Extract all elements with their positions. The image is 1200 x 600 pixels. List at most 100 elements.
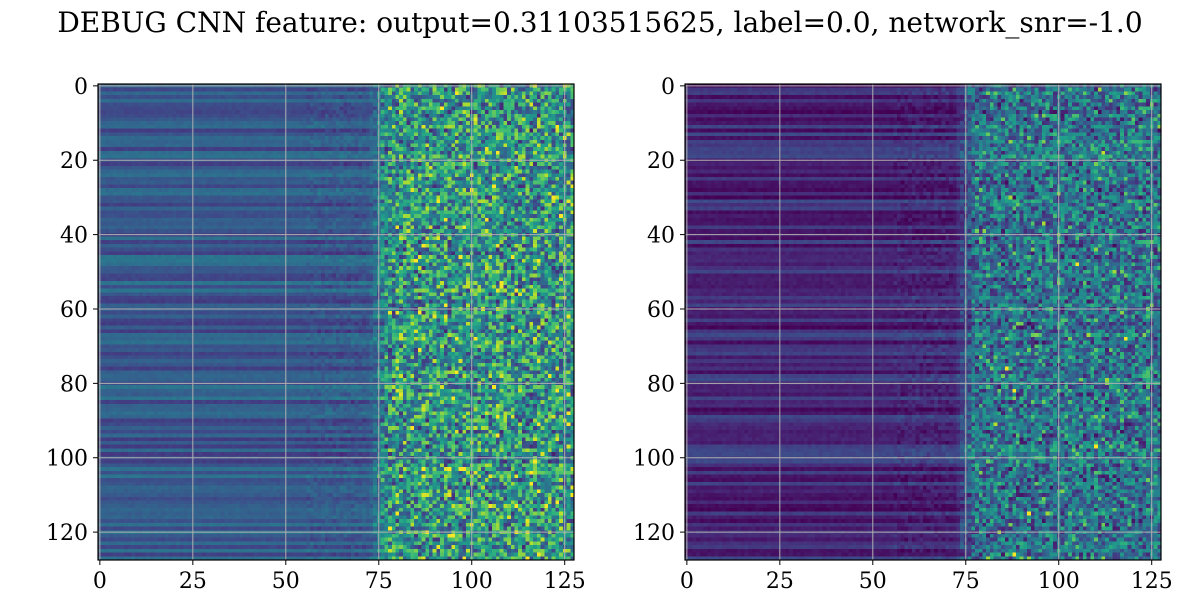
heatmap-cell [570, 110, 575, 115]
heatmap-cell [391, 221, 396, 226]
heatmap-cell [250, 169, 255, 174]
heatmap-cell [406, 195, 411, 200]
heatmap-cell [458, 150, 463, 156]
heatmap-cell [235, 91, 240, 96]
heatmap-cell [150, 95, 155, 100]
heatmap-cell [488, 106, 493, 111]
heatmap-cell [481, 91, 486, 96]
heatmap-cell [406, 180, 411, 185]
heatmap-cell [272, 106, 277, 111]
heatmap-cell [306, 110, 311, 115]
heatmap-cell [164, 180, 170, 185]
heatmap-cell [317, 191, 322, 196]
heatmap-cell [298, 188, 303, 193]
heatmap-cell [298, 147, 303, 152]
heatmap-cell [239, 106, 244, 111]
heatmap-cell [551, 169, 556, 174]
heatmap-cell [112, 113, 117, 118]
heatmap-cell [112, 162, 117, 167]
heatmap-cell [466, 95, 471, 100]
heatmap-cell [336, 147, 341, 152]
heatmap-cell [462, 128, 467, 133]
heatmap-cell [451, 87, 456, 92]
heatmap-cell [462, 199, 467, 204]
heatmap-cell [462, 221, 467, 226]
heatmap-cell [499, 143, 504, 148]
heatmap-cell [124, 191, 129, 196]
heatmap-cell [231, 206, 236, 211]
heatmap-cell [492, 121, 497, 126]
heatmap-cell [105, 180, 110, 185]
heatmap-cell [179, 210, 184, 215]
heatmap-cell [164, 217, 170, 222]
heatmap-cell [176, 184, 181, 189]
heatmap-cell [280, 206, 285, 211]
heatmap-cell [291, 143, 296, 148]
heatmap-cell [336, 136, 341, 141]
heatmap-cell [220, 154, 225, 159]
heatmap-cell [298, 113, 303, 118]
heatmap-cell [521, 217, 527, 222]
heatmap-cell [477, 136, 482, 141]
heatmap-cell [116, 150, 121, 156]
heatmap-cell [492, 87, 497, 92]
heatmap-cell [544, 124, 549, 129]
heatmap-cell [194, 136, 199, 141]
heatmap-cell [142, 195, 147, 200]
heatmap-cell [239, 184, 244, 189]
heatmap-cell [302, 173, 307, 178]
heatmap-cell [514, 124, 519, 129]
heatmap-cell [525, 165, 530, 170]
heatmap-cell [540, 98, 545, 103]
heatmap-cell [391, 139, 396, 144]
heatmap-cell [421, 154, 426, 159]
heatmap-cell [112, 191, 117, 196]
heatmap-cell [321, 124, 326, 129]
heatmap-cell [495, 180, 500, 185]
heatmap-cell [324, 147, 329, 152]
heatmap-cell [272, 203, 277, 208]
heatmap-cell [250, 143, 255, 148]
heatmap-cell [280, 117, 285, 122]
heatmap-cell [168, 154, 173, 159]
heatmap-cell [402, 169, 408, 174]
heatmap-cell [142, 147, 147, 152]
heatmap-cell [138, 110, 143, 115]
heatmap-cell [105, 143, 110, 148]
heatmap-cell [261, 143, 266, 148]
heatmap-cell [120, 150, 125, 156]
heatmap-cell [518, 143, 523, 148]
heatmap-cell [135, 87, 140, 92]
heatmap-cell [172, 214, 177, 219]
heatmap-cell [112, 121, 117, 126]
heatmap-cell [313, 117, 318, 122]
heatmap-cell [243, 184, 248, 189]
heatmap-cell [302, 106, 307, 111]
heatmap-cell [525, 143, 530, 148]
heatmap-cell [559, 143, 564, 148]
heatmap-cell [172, 106, 177, 111]
heatmap-cell [235, 154, 240, 159]
heatmap-cell [365, 199, 370, 204]
heatmap-cell [202, 102, 207, 107]
heatmap-cell [321, 217, 326, 222]
heatmap-cell [399, 169, 404, 174]
heatmap-cell [518, 106, 523, 111]
heatmap-cell [339, 206, 344, 211]
heatmap-cell [473, 165, 478, 170]
heatmap-cell [295, 176, 300, 182]
heatmap-cell [295, 180, 300, 185]
heatmap-cell [120, 176, 125, 182]
heatmap-cell [354, 113, 359, 118]
heatmap-cell [566, 169, 571, 174]
heatmap-cell [551, 136, 556, 141]
heatmap-cell [280, 95, 285, 100]
heatmap-cell [183, 113, 188, 118]
heatmap-cell [246, 132, 251, 137]
heatmap-cell [287, 102, 292, 107]
heatmap-cell [269, 154, 274, 159]
heatmap-cell [265, 191, 270, 196]
heatmap-cell [302, 191, 307, 196]
heatmap-cell [555, 113, 560, 118]
heatmap-cell [138, 136, 143, 141]
